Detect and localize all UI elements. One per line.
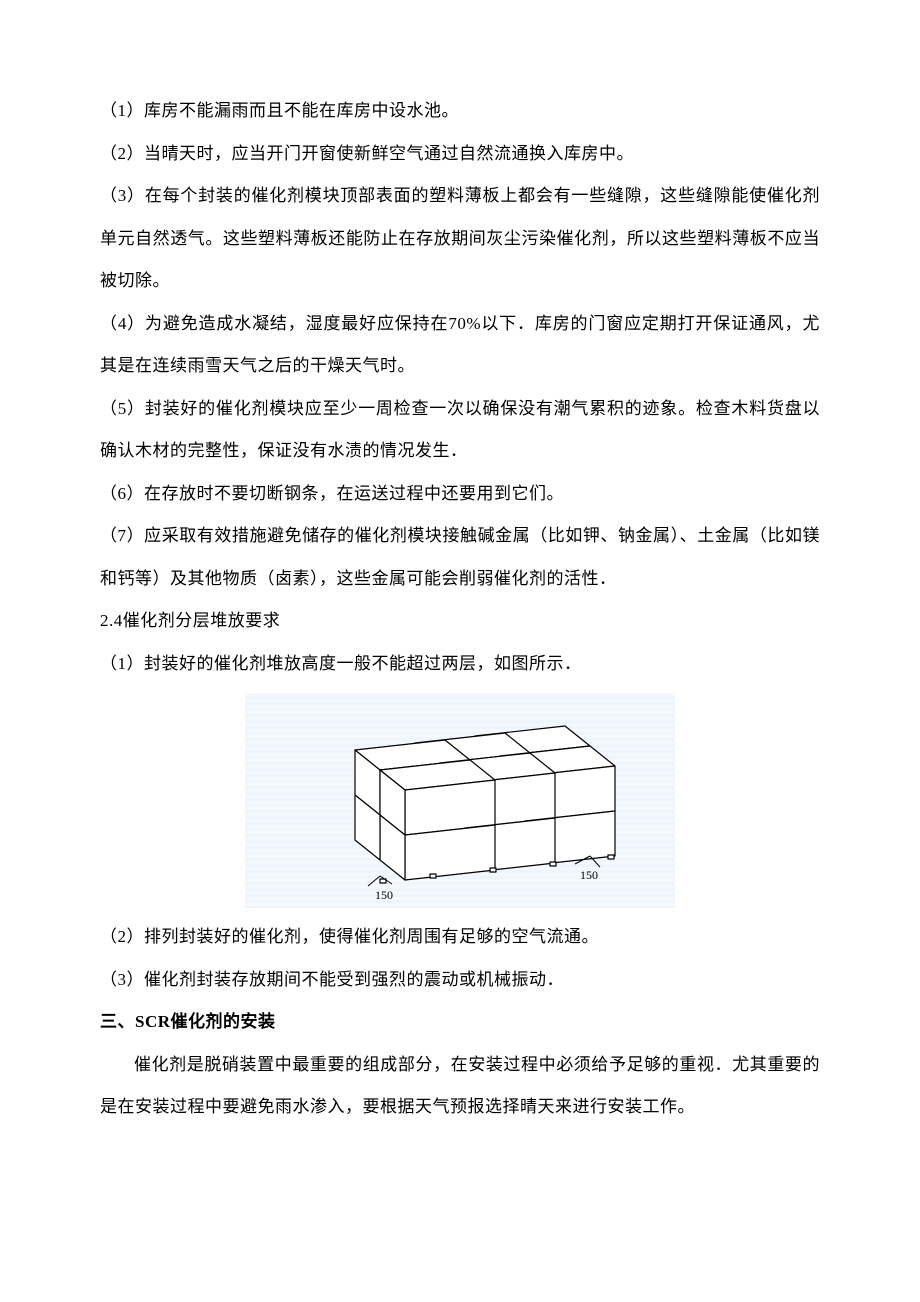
dim-label-right: 150 xyxy=(580,868,598,882)
paragraph-9: （2）排列封装好的催化剂，使得催化剂周围有足够的空气流通。 xyxy=(100,916,820,959)
section-2-4-title: 2.4催化剂分层堆放要求 xyxy=(100,600,820,643)
section-3-heading: 三、SCR催化剂的安装 xyxy=(100,1001,820,1044)
paragraph-10: （3）催化剂封装存放期间不能受到强烈的震动或机械振动． xyxy=(100,959,820,1002)
paragraph-4: （4）为避免造成水凝结，湿度最好应保持在70%以下．库房的门窗应定期打开保证通风… xyxy=(100,303,820,388)
dim-label-left: 150 xyxy=(375,888,393,901)
boxes-stacking-icon: 150 150 xyxy=(280,701,640,901)
paragraph-5: （5）封装好的催化剂模块应至少一周检查一次以确保没有潮气累积的迹象。检查木料货盘… xyxy=(100,388,820,473)
stacking-diagram-container: 150 150 xyxy=(100,693,820,908)
paragraph-11: 催化剂是脱硝装置中最重要的组成部分，在安装过程中必须给予足够的重视．尤其重要的是… xyxy=(100,1044,820,1129)
paragraph-8: （1）封装好的催化剂堆放高度一般不能超过两层，如图所示． xyxy=(100,643,820,686)
stacking-diagram: 150 150 xyxy=(245,693,675,908)
heading-prefix: 三、 xyxy=(100,1012,135,1031)
paragraph-2: （2）当晴天时，应当开门开窗使新鲜空气通过自然流通换入库房中。 xyxy=(100,133,820,176)
paragraph-1: （1）库房不能漏雨而且不能在库房中设水池。 xyxy=(100,90,820,133)
paragraph-6: （6）在存放时不要切断钢条，在运送过程中还要用到它们。 xyxy=(100,473,820,516)
paragraph-7: （7）应采取有效措施避免储存的催化剂模块接触碱金属（比如钾、钠金属）、土金属（比… xyxy=(100,515,820,600)
heading-text: SCR催化剂的安装 xyxy=(135,1012,276,1031)
paragraph-3: （3）在每个封装的催化剂模块顶部表面的塑料薄板上都会有一些缝隙，这些缝隙能使催化… xyxy=(100,175,820,303)
